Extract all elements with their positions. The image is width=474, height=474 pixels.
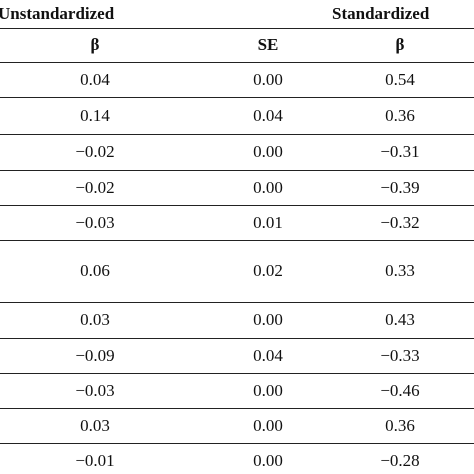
row-rule (0, 28, 474, 29)
table-cell: 0.00 (253, 450, 283, 470)
table-cell: −0.33 (380, 345, 420, 365)
table-cell: 0.36 (385, 415, 415, 435)
table-cell: 0.03 (80, 415, 110, 435)
row-rule (0, 302, 474, 303)
table-cell: −0.03 (75, 212, 115, 232)
table-cell: −0.31 (380, 142, 420, 161)
table-cell: −0.02 (75, 177, 115, 197)
table-cell: 0.04 (80, 69, 110, 89)
table-cell: 0.04 (253, 345, 283, 365)
table-cell: 0.00 (253, 142, 283, 161)
table-cell: 0.01 (253, 212, 283, 232)
table-cell: 0.00 (253, 415, 283, 435)
table-cell: −0.32 (380, 212, 420, 232)
header-sub: β (395, 35, 405, 54)
table-cell: 0.00 (253, 380, 283, 400)
table-cell: 0.03 (80, 310, 110, 329)
table-cell: 0.04 (253, 105, 283, 125)
row-rule (0, 170, 474, 171)
table-cell: 0.36 (385, 105, 415, 125)
header-sub: β (90, 35, 100, 54)
row-rule (0, 338, 474, 339)
row-rule (0, 240, 474, 241)
table-cell: 0.00 (253, 310, 283, 329)
row-rule (0, 97, 474, 98)
table-cell: 0.14 (80, 105, 110, 125)
header-top: Unstandardized (0, 4, 115, 23)
table-cell: −0.09 (75, 345, 115, 365)
table-cell: −0.39 (380, 177, 420, 197)
table-cell: 0.43 (385, 310, 415, 329)
table-cell: 0.00 (253, 69, 283, 89)
header-top: Standardized (332, 4, 430, 23)
table-cell: −0.46 (380, 380, 420, 400)
row-rule (0, 62, 474, 63)
table-cell: 0.06 (80, 261, 110, 280)
header-sub: SE (257, 35, 279, 54)
row-rule (0, 205, 474, 206)
row-rule (0, 408, 474, 409)
table-cell: −0.03 (75, 380, 115, 400)
row-rule (0, 373, 474, 374)
table-cell: 0.02 (253, 261, 283, 280)
table-cell: −0.01 (75, 450, 115, 470)
table-cell: 0.54 (385, 69, 415, 89)
table-cell: −0.02 (75, 142, 115, 161)
table-cell: −0.28 (380, 450, 420, 470)
row-rule (0, 443, 474, 444)
table-cell: 0.33 (385, 261, 415, 280)
table-cell: 0.00 (253, 177, 283, 197)
row-rule (0, 134, 474, 135)
